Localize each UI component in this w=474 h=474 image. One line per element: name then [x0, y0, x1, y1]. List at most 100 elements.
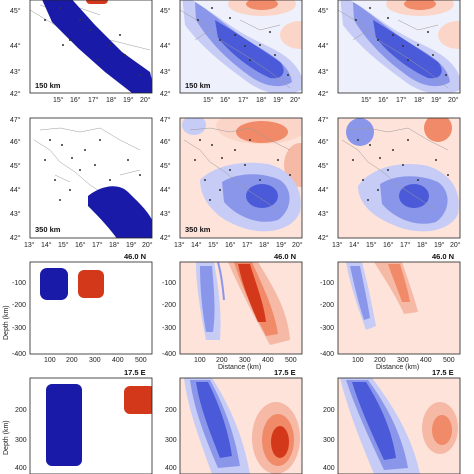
svg-text:14°: 14°	[41, 241, 52, 249]
svg-text:-200: -200	[162, 302, 176, 309]
x-axis-label: Distance (km)	[376, 364, 419, 371]
svg-text:-400: -400	[320, 351, 334, 358]
svg-text:19°: 19°	[276, 241, 287, 249]
svg-text:42°: 42°	[160, 90, 171, 98]
svg-text:15°: 15°	[203, 96, 214, 104]
svg-text:43°: 43°	[318, 68, 329, 76]
svg-text:200: 200	[216, 357, 228, 364]
svg-text:16°: 16°	[75, 241, 86, 249]
svg-text:20°: 20°	[292, 241, 303, 249]
slab-anomaly-blue	[88, 186, 152, 238]
svg-text:-400: -400	[162, 351, 176, 358]
depth-axis: 200 300 400	[15, 407, 27, 472]
svg-text:43°: 43°	[318, 210, 329, 218]
panel-section-lon-recovered-b: 17.5 E 200 300 400	[323, 368, 461, 474]
svg-text:43°: 43°	[160, 68, 171, 76]
svg-text:20°: 20°	[450, 241, 461, 249]
svg-text:46°: 46°	[10, 138, 21, 146]
svg-text:42°: 42°	[160, 234, 171, 242]
svg-text:300: 300	[15, 437, 27, 444]
panel-section-lat-input: 46.0 N Depth (km) -100 -200 -300 -400 10…	[3, 252, 153, 364]
panel-section-lat-recovered-b: 46.0 N -100 -200 -300 -400 100 200 300 4…	[320, 252, 461, 371]
svg-text:100: 100	[44, 357, 56, 364]
svg-text:18°: 18°	[259, 241, 270, 249]
panel-section-lon-recovered-a: 17.5 E 200 300 400	[165, 368, 303, 474]
panel-section-lat-recovered-a: 46.0 N -100 -200 -300 -400 100 200 300 4…	[162, 252, 303, 371]
svg-text:17°: 17°	[92, 241, 103, 249]
lat-axis: 47° 46° 45° 44° 43° 42°	[318, 116, 329, 242]
svg-text:16°: 16°	[220, 96, 231, 104]
depth-axis: 200 300 400	[165, 407, 177, 472]
svg-text:13°: 13°	[24, 241, 35, 249]
svg-text:47°: 47°	[10, 116, 21, 124]
block-anomaly-red	[78, 270, 104, 298]
svg-text:20°: 20°	[140, 96, 151, 104]
svg-text:200: 200	[374, 357, 386, 364]
svg-text:15°: 15°	[361, 96, 372, 104]
svg-text:18°: 18°	[414, 96, 425, 104]
svg-text:300: 300	[89, 357, 101, 364]
y-axis-label: Depth (km)	[3, 420, 10, 455]
svg-text:42°: 42°	[10, 90, 21, 98]
lat-axis: 47° 46° 45° 44° 43° 42°	[10, 116, 21, 242]
svg-text:19°: 19°	[126, 241, 137, 249]
svg-text:19°: 19°	[273, 96, 284, 104]
svg-text:-100: -100	[320, 280, 334, 287]
block-anomaly-blue	[46, 384, 82, 466]
block-anomaly-red	[124, 386, 152, 414]
svg-text:45°: 45°	[10, 7, 21, 15]
svg-text:43°: 43°	[160, 210, 171, 218]
svg-text:47°: 47°	[318, 116, 329, 124]
svg-text:-400: -400	[12, 351, 26, 358]
panel-section-lon-input: 17.5 E Depth (km) 200 300 400	[3, 368, 153, 474]
lat-axis: 45° 44° 43° 42°	[318, 7, 329, 98]
svg-text:500: 500	[285, 357, 297, 364]
svg-text:17°: 17°	[88, 96, 99, 104]
svg-text:400: 400	[165, 465, 177, 472]
svg-text:400: 400	[323, 465, 335, 472]
lat-axis: 45° 44° 43° 42°	[160, 7, 171, 98]
svg-text:15°: 15°	[58, 241, 69, 249]
svg-text:20°: 20°	[290, 96, 301, 104]
svg-text:400: 400	[112, 357, 124, 364]
svg-text:500: 500	[135, 357, 147, 364]
svg-text:-300: -300	[320, 325, 334, 332]
depth-axis: -100 -200 -300 -400	[12, 280, 26, 358]
distance-axis: 100 200 300 400 500	[352, 357, 455, 364]
section-label: 17.5 E	[124, 368, 146, 377]
svg-text:44°: 44°	[318, 186, 329, 194]
svg-text:17°: 17°	[400, 241, 411, 249]
svg-text:18°: 18°	[109, 241, 120, 249]
svg-text:45°: 45°	[318, 7, 329, 15]
svg-text:14°: 14°	[191, 241, 202, 249]
svg-text:19°: 19°	[123, 96, 134, 104]
svg-text:400: 400	[15, 465, 27, 472]
section-label: 46.0 N	[432, 252, 454, 261]
svg-text:44°: 44°	[10, 42, 21, 50]
svg-text:43°: 43°	[10, 210, 21, 218]
svg-text:42°: 42°	[318, 90, 329, 98]
svg-text:45°: 45°	[160, 162, 171, 170]
svg-text:43°: 43°	[10, 68, 21, 76]
depth-axis: -100 -200 -300 -400	[162, 280, 176, 358]
depth-label: 150 km	[185, 81, 211, 90]
block-anomaly-blue	[40, 268, 68, 300]
svg-text:19°: 19°	[434, 241, 445, 249]
svg-text:44°: 44°	[160, 42, 171, 50]
svg-text:500: 500	[443, 357, 455, 364]
svg-text:-200: -200	[12, 302, 26, 309]
svg-text:200: 200	[66, 357, 78, 364]
svg-text:13°: 13°	[174, 241, 185, 249]
panel-map-150km-input: 150 km 45° 44° 43° 42° 15° 16° 17° 18° 1…	[10, 0, 153, 104]
svg-text:-100: -100	[12, 280, 26, 287]
svg-text:17°: 17°	[396, 96, 407, 104]
svg-text:15°: 15°	[53, 96, 64, 104]
svg-text:46°: 46°	[318, 138, 329, 146]
svg-text:47°: 47°	[160, 116, 171, 124]
svg-text:44°: 44°	[318, 42, 329, 50]
svg-text:18°: 18°	[417, 241, 428, 249]
lon-axis: 13° 14° 15° 16° 17° 18° 19° 20°	[24, 241, 153, 249]
svg-text:20°: 20°	[448, 96, 459, 104]
lon-axis: 13° 14° 15° 16° 17° 18° 19° 20°	[174, 241, 303, 249]
